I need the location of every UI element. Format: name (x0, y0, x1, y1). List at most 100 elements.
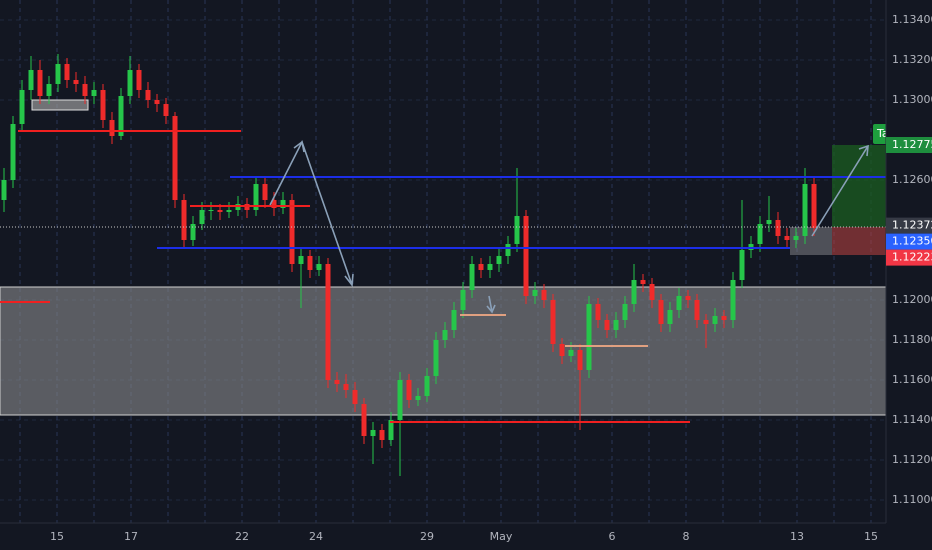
candle-body (136, 70, 142, 90)
levels (0, 130, 886, 423)
x-tick-label: 8 (683, 530, 690, 543)
candle-body (388, 420, 394, 440)
candle-body (325, 264, 331, 380)
candle-body (658, 300, 664, 324)
candle-body (19, 90, 25, 124)
candle-body (262, 184, 268, 200)
candle-body (559, 344, 565, 356)
candle-body (334, 380, 340, 384)
price-marker-label: 1.12775 (892, 138, 932, 151)
candle-body (415, 396, 421, 400)
candle-body (55, 64, 61, 84)
candle-body (721, 316, 727, 320)
candle-body (127, 70, 133, 96)
candle-body (37, 70, 43, 96)
y-tick-label: 1.11200 (892, 453, 932, 466)
arrow (811, 145, 869, 237)
candle-body (199, 210, 205, 224)
candle-body (685, 296, 691, 300)
arrow-head (293, 140, 305, 153)
candle-body (298, 256, 304, 264)
axes: 1.13400 1.13200 1.13000 1.12600 1.12000 1.118… (50, 13, 932, 543)
arrow-head (344, 273, 354, 288)
x-tick-label: 13 (790, 530, 804, 543)
candle-body (181, 200, 187, 240)
candle-body (109, 120, 115, 136)
candle-body (703, 320, 709, 324)
candle-body (172, 116, 178, 200)
candle-body (469, 264, 475, 290)
candle-body (10, 124, 16, 180)
candle-body (712, 316, 718, 324)
candle-body (208, 210, 214, 211)
candle-body (595, 304, 601, 320)
zone-small (31, 99, 89, 111)
candle-body (766, 220, 772, 224)
candle-body (532, 290, 538, 296)
candle-body (496, 256, 502, 264)
arrow-head (858, 144, 869, 157)
x-tick-label: 15 (50, 530, 64, 543)
price-marker-label: 1.12372 (892, 219, 932, 232)
x-tick-label: May (490, 530, 513, 543)
candle-body (370, 430, 376, 436)
arrow-head (486, 304, 496, 314)
candle-body (433, 340, 439, 376)
x-tick-label: 17 (124, 530, 138, 543)
candle-body (811, 184, 817, 228)
candle-body (523, 216, 529, 296)
candle-body (622, 304, 628, 320)
annotation: Ta (876, 127, 889, 140)
candle-body (397, 380, 403, 420)
candle-body (217, 210, 223, 212)
candle-body (577, 350, 583, 370)
candles (1, 54, 817, 476)
y-tick-label: 1.11600 (892, 373, 932, 386)
candle-body (28, 70, 34, 90)
candle-body (73, 80, 79, 84)
y-tick-label: 1.11000 (892, 493, 932, 506)
y-tick-label: 1.11400 (892, 413, 932, 426)
y-tick-label: 1.13200 (892, 53, 932, 66)
x-tick-label: 15 (864, 530, 878, 543)
candle-body (451, 310, 457, 330)
arrow (488, 295, 493, 313)
target-area (832, 145, 886, 227)
candle-body (379, 430, 385, 440)
x-tick-label: 6 (609, 530, 616, 543)
candle-body (343, 384, 349, 390)
candle-body (784, 236, 790, 240)
candle-body (541, 290, 547, 300)
price-marker-label: 1.12223 (892, 251, 932, 264)
candle-body (631, 280, 637, 304)
candle-body (676, 296, 682, 310)
candle-body (586, 304, 592, 370)
candle-body (514, 216, 520, 244)
price-marker (886, 137, 932, 153)
candle-body (190, 224, 196, 240)
arrows (269, 139, 869, 314)
x-tick-label: 22 (235, 530, 249, 543)
candle-body (64, 64, 70, 80)
candle-body (442, 330, 448, 340)
x-tick-label: 24 (309, 530, 323, 543)
zone (0, 286, 887, 416)
candle-body (505, 244, 511, 256)
y-tick-label: 1.12600 (892, 173, 932, 186)
price-marker (886, 217, 932, 234)
candle-body (406, 380, 412, 400)
price-marker-label: 1.12350 (892, 235, 932, 248)
y-tick-label: 1.13000 (892, 93, 932, 106)
candle-body (307, 256, 313, 270)
price-marker (886, 233, 932, 250)
y-tick-label: 1.12000 (892, 293, 932, 306)
candle-body (163, 104, 169, 116)
candle-body (649, 284, 655, 300)
candle-body (352, 390, 358, 404)
candle-body (604, 320, 610, 330)
candle-body (1, 180, 7, 200)
candle-body (100, 90, 106, 120)
price-marker (886, 249, 932, 266)
